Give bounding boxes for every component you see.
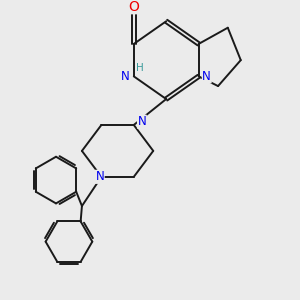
Text: N: N [137,115,146,128]
Text: H: H [136,63,143,73]
Text: N: N [95,170,104,183]
Text: N: N [121,70,130,83]
Text: O: O [128,0,139,14]
Text: N: N [202,70,211,83]
